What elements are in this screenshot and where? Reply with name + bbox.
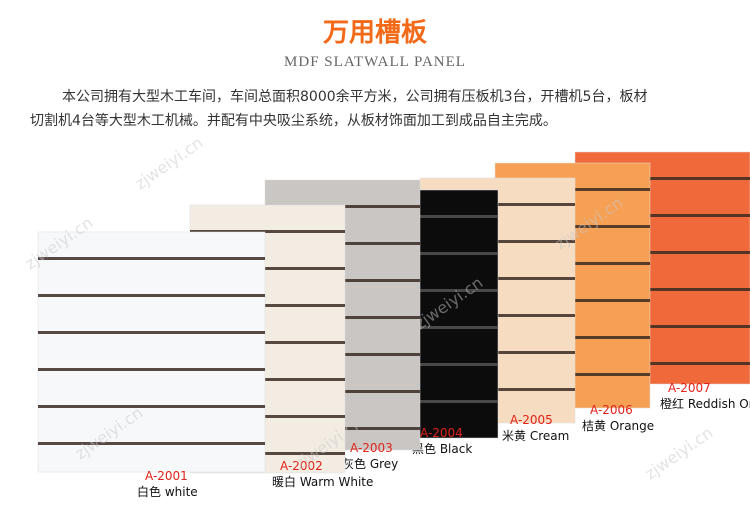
panel-name: 米黄 Cream [502, 429, 569, 443]
slat-groove [575, 214, 750, 217]
slat-groove [345, 363, 498, 366]
slat-groove [38, 294, 265, 297]
slat-groove [345, 326, 498, 329]
slat-groove [38, 257, 265, 260]
subtitle: MDF SLATWALL PANEL [284, 54, 466, 70]
panel-code: A-2005 [510, 413, 553, 427]
panel-name: 灰色 Grey [342, 457, 398, 471]
panel-name: 黑色 Black [412, 442, 472, 456]
watermark: zjweiyi.cn [131, 133, 206, 193]
panel-name: 白色 white [137, 484, 198, 499]
panel-name: 桔黄 Orange [582, 419, 654, 433]
panel-code: A-2003 [350, 441, 393, 455]
panel-name: 橙红 Reddish Orange [660, 396, 750, 411]
slat-groove [190, 378, 345, 381]
title: 万用槽板 [322, 18, 427, 48]
panel-code: A-2006 [590, 403, 633, 417]
slat-groove [190, 341, 345, 344]
slat-groove [345, 400, 498, 403]
slat-groove [190, 304, 345, 307]
slat-groove [38, 405, 265, 408]
panel-code: A-2007 [668, 381, 711, 395]
slat-groove [345, 215, 498, 218]
slat-groove [575, 251, 750, 254]
panel-code: A-2002 [280, 459, 323, 473]
description-line: 切割机4台等大型木工机械。并配有中央吸尘系统，从板材饰面加工到成品自主完成。 [30, 113, 557, 129]
slat-groove [190, 415, 345, 418]
slat-groove [575, 325, 750, 328]
slat-groove [38, 368, 265, 371]
slat-groove [190, 452, 345, 455]
panel-name: 暖白 Warm White [272, 474, 373, 489]
slat-groove [575, 288, 750, 291]
panel-code: A-2004 [420, 426, 463, 440]
description-line: 本公司拥有大型木工车间，车间总面积8000余平方米，公司拥有压板机3台，开槽机5… [62, 89, 648, 105]
slat-groove [38, 331, 265, 334]
slat-groove [345, 252, 498, 255]
slat-groove [190, 230, 345, 233]
slat-groove [190, 267, 345, 270]
panel-code: A-2001 [145, 469, 188, 483]
slat-groove [345, 289, 498, 292]
slat-groove [575, 362, 750, 365]
slat-groove [38, 442, 265, 445]
slat-groove [575, 177, 750, 180]
panel [37, 231, 266, 473]
